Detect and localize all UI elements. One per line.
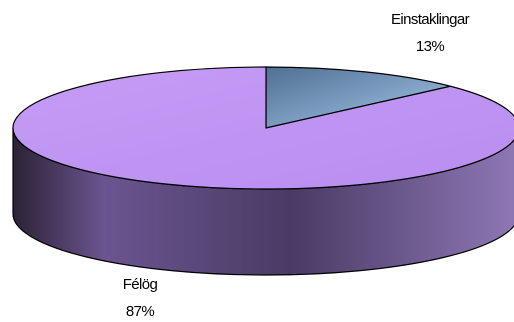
slice-label-name-felog: Félög [123, 276, 158, 293]
pie-labels: Einstaklingar 13% Félög 87% [123, 11, 471, 320]
pie-slice-fe-lo-g [12, 66, 514, 190]
pie-slice-einstaklingar [265, 66, 452, 129]
slice-label-percent-felog: 87% [126, 303, 154, 320]
slice-label-percent-einstaklingar: 13% [416, 38, 444, 55]
pie-top [12, 66, 514, 190]
slice-label-name-einstaklingar: Einstaklingar [391, 11, 470, 28]
